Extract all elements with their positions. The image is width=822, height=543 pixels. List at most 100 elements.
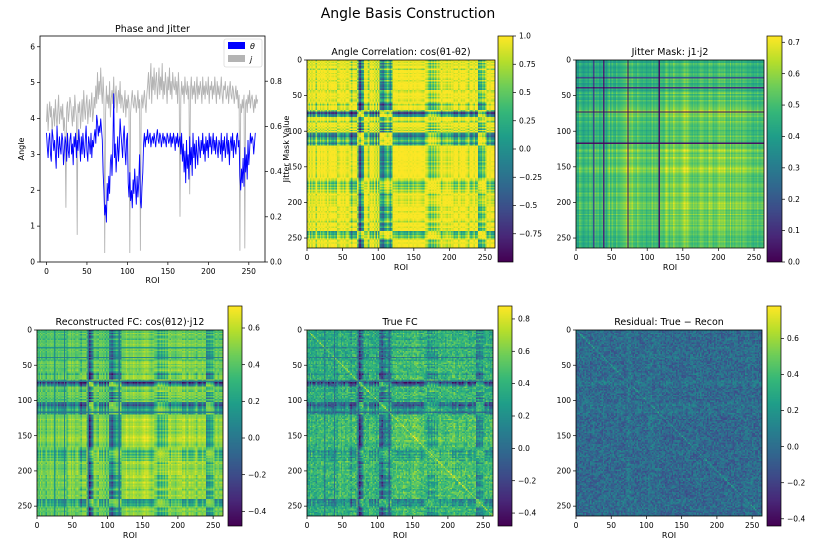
x-tick-label: 150: [161, 267, 176, 276]
y-tick-label: 0: [566, 326, 571, 335]
chart-title: Residual: True − Recon: [614, 317, 724, 328]
y2-tick-label: 0.6: [270, 122, 282, 131]
colorbar-tick-label: −0.2: [248, 470, 266, 479]
y-tick-label: 0: [566, 56, 571, 65]
colorbar-tick-label: −0.4: [248, 507, 266, 516]
y-tick-label: 100: [18, 396, 33, 405]
chart-title: Jitter Mask: j1·j2: [631, 47, 709, 58]
colorbar-gradient: [228, 306, 242, 526]
colorbar-tick-label: 0.2: [788, 195, 800, 204]
y-tick-label: 250: [18, 502, 33, 511]
y2-tick-label: 0.4: [270, 167, 282, 176]
y-tick-label: 150: [288, 162, 303, 171]
y-tick-label: 150: [18, 431, 33, 440]
x-tick-label: 100: [640, 253, 655, 262]
colorbar-tick-label: 0.6: [248, 324, 260, 333]
x-axis-label: ROI: [663, 263, 677, 272]
colorbar-tick-label: 0.8: [518, 315, 530, 324]
panels: Phase and Jitter 0 50 100 150 200 250 0 1 2 3 4 5 6 0.…: [17, 24, 805, 540]
colorbar-frame: [766, 35, 783, 263]
x-tick-label: 100: [371, 253, 386, 262]
chart-title: Angle Correlation: cos(θ1-θ2): [331, 47, 470, 58]
y-tick-label: 50: [292, 91, 302, 100]
y2-axis-label: Jitter Mask Value: [282, 116, 291, 184]
x-tick-label: 200: [201, 267, 216, 276]
y-tick-label: 50: [561, 91, 571, 100]
x-tick-label: 50: [338, 253, 348, 262]
x-tick-label: 150: [406, 521, 421, 530]
y-tick-label: 250: [288, 234, 303, 243]
y-axis-label: Angle: [17, 138, 26, 161]
legend-label-theta: θ: [250, 42, 255, 51]
y-tick-label: 3: [30, 150, 35, 159]
y-tick-label: 100: [288, 127, 303, 136]
colorbar-tick-label: −0.4: [518, 509, 536, 518]
colorbar-tick-label: 0.0: [788, 258, 800, 267]
x-tick-label: 250: [206, 521, 221, 530]
y2-tick-label: 0.2: [270, 212, 282, 221]
y-tick-label: 1: [30, 222, 35, 231]
x-axis-label: ROI: [123, 531, 137, 540]
colorbar-tick-label: 0.4: [248, 360, 260, 369]
colorbar-tick-label: 0.7: [788, 38, 800, 47]
colorbar-tick-label: −0.75: [519, 229, 542, 238]
colorbar-frame: [766, 305, 782, 527]
plot-frame: [36, 329, 224, 517]
angle-correlation-panel: Angle Correlation: cos(θ1-θ2) 0 50 100 150 20…: [288, 32, 543, 272]
y-tick-label: 6: [30, 42, 35, 51]
y-tick-label: 100: [288, 396, 303, 405]
x-tick-label: 100: [100, 521, 115, 530]
x-tick-label: 250: [242, 267, 257, 276]
y-tick-label: 150: [557, 431, 572, 440]
colorbar-tick-label: 0.75: [519, 60, 536, 69]
true-fc-panel: True FC 0 50 100 150 200 250 0 50 100 150 200 250 ROI…: [288, 305, 536, 540]
x-tick-label: 200: [711, 253, 726, 262]
series-line-j: [46, 63, 259, 254]
colorbar-tick-label: 0.25: [519, 116, 536, 125]
colorbar-tick-label: 0.3: [788, 163, 800, 172]
y-tick-label: 200: [18, 467, 33, 476]
x-axis-label: ROI: [393, 531, 407, 540]
y-tick-label: 100: [557, 396, 572, 405]
y-tick-label: 250: [288, 502, 303, 511]
heatmap-image: [37, 330, 223, 516]
x-tick-label: 0: [35, 521, 40, 530]
plot-frame: [306, 329, 494, 517]
y-tick-label: 50: [292, 361, 302, 370]
colorbar-tick-label: 0.4: [787, 370, 799, 379]
colorbar-frame: [227, 305, 243, 527]
colorbar-tick-label: 0.2: [787, 406, 799, 415]
x-tick-label: 50: [606, 521, 616, 530]
colorbar-tick-label: 0.6: [787, 334, 799, 343]
x-tick-label: 0: [305, 253, 310, 262]
x-tick-label: 0: [305, 521, 310, 530]
x-tick-label: 50: [67, 521, 77, 530]
y-tick-label: 0: [27, 326, 32, 335]
y-tick-label: 4: [30, 114, 35, 123]
legend-swatch-j: [228, 55, 245, 62]
x-axis-label: ROI: [662, 531, 676, 540]
x-tick-label: 250: [745, 521, 760, 530]
y-tick-label: 50: [22, 361, 32, 370]
x-tick-label: 250: [478, 253, 493, 262]
colorbar-tick-label: 0.4: [788, 132, 800, 141]
x-tick-label: 250: [476, 521, 491, 530]
y-tick-label: 200: [557, 467, 572, 476]
x-axis-label: ROI: [394, 263, 408, 272]
y-tick-label: 5: [30, 78, 35, 87]
legend: θj: [223, 38, 263, 68]
figure-title: Angle Basis Construction: [321, 6, 496, 22]
colorbar-tick-label: 0.6: [788, 69, 800, 78]
y-tick-label: 0: [297, 56, 302, 65]
x-tick-label: 50: [607, 253, 617, 262]
x-axis-label: ROI: [145, 276, 159, 285]
x-tick-label: 200: [441, 521, 456, 530]
legend-swatch-theta: [228, 42, 245, 49]
colorbar-tick-label: 0.6: [518, 347, 530, 356]
colorbar-gradient: [498, 306, 512, 526]
colorbar-tick-label: 0.5: [519, 88, 531, 97]
colorbar-tick-label: 1.0: [519, 32, 531, 41]
x-tick-label: 50: [82, 267, 92, 276]
plot-frame: [575, 329, 763, 517]
colorbar-tick-label: −0.25: [519, 173, 542, 182]
